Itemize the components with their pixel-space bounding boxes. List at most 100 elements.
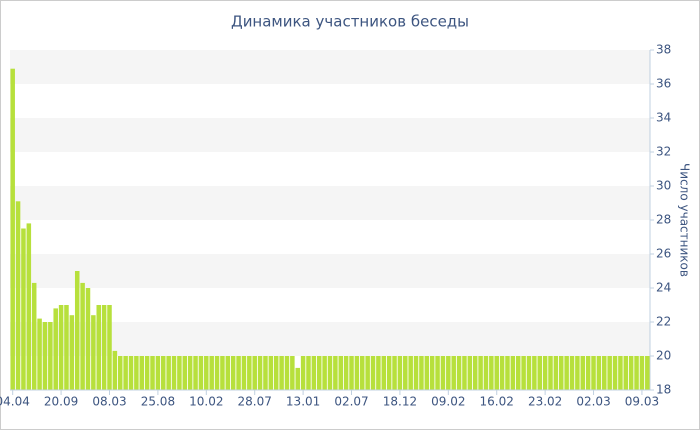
bar	[257, 356, 263, 390]
bar	[489, 356, 494, 390]
bar	[101, 305, 107, 390]
bar	[515, 356, 521, 390]
bar	[370, 356, 376, 390]
x-tick-label: 16.02	[480, 395, 514, 409]
bar	[580, 356, 586, 390]
bar	[37, 318, 42, 390]
bar	[628, 356, 634, 390]
bar	[182, 356, 188, 390]
grid-band	[10, 118, 650, 152]
bar	[300, 356, 306, 390]
bar	[623, 356, 629, 390]
bar	[139, 356, 145, 390]
bar	[327, 356, 333, 390]
bar	[26, 223, 32, 390]
bar	[607, 356, 612, 390]
bar	[521, 356, 526, 390]
bar	[564, 356, 569, 390]
bar	[171, 356, 177, 390]
bar	[161, 356, 166, 390]
bar	[123, 356, 128, 390]
bar	[408, 356, 413, 390]
bar	[575, 356, 580, 390]
bar	[166, 356, 171, 390]
bar	[193, 356, 198, 390]
x-tick-label: 02.07	[334, 395, 368, 409]
bar	[499, 356, 505, 390]
y-tick-label: 28	[656, 213, 671, 227]
bar	[451, 356, 456, 390]
y-tick-label: 30	[656, 179, 671, 193]
bar	[440, 356, 446, 390]
bar	[198, 356, 204, 390]
bar	[209, 356, 214, 390]
bar	[284, 356, 290, 390]
bar	[69, 315, 75, 390]
x-tick-label: 09.02	[431, 395, 465, 409]
bar	[247, 356, 252, 390]
y-tick-label: 32	[656, 145, 671, 159]
bar	[559, 356, 564, 390]
bar	[74, 271, 80, 390]
bar	[446, 356, 451, 390]
bar	[220, 356, 225, 390]
bar	[230, 356, 236, 390]
bar	[618, 356, 623, 390]
bar	[316, 356, 322, 390]
bar	[403, 356, 408, 390]
bar	[429, 356, 435, 390]
x-tick-label: 13.01	[286, 395, 320, 409]
bar	[279, 356, 284, 390]
bar	[96, 305, 101, 390]
bar	[365, 356, 370, 390]
bar	[376, 356, 381, 390]
bar	[478, 356, 483, 390]
bar	[306, 356, 311, 390]
bar	[639, 356, 645, 390]
bar	[397, 356, 403, 390]
bar	[91, 315, 96, 390]
bar	[360, 356, 365, 390]
y-axis-title: Число участников	[678, 163, 692, 277]
bar	[526, 356, 532, 390]
chart-title: Динамика участников беседы	[231, 13, 469, 31]
bar	[21, 228, 26, 390]
x-tick-label: 09.03	[625, 395, 659, 409]
bar	[634, 356, 639, 390]
bar	[204, 356, 209, 390]
bar	[150, 356, 155, 390]
bar	[58, 305, 64, 390]
x-tick-label: 18.12	[383, 395, 417, 409]
bar	[322, 356, 327, 390]
x-tick-label: 08.03	[92, 395, 126, 409]
x-tick-label: 04.04	[0, 395, 30, 409]
bar	[295, 367, 300, 390]
bar	[64, 305, 69, 390]
bar	[263, 356, 268, 390]
bar	[333, 356, 338, 390]
bar	[155, 356, 161, 390]
bar	[419, 356, 424, 390]
bar	[483, 356, 489, 390]
bar	[602, 356, 607, 390]
bar	[252, 356, 257, 390]
bar	[542, 356, 548, 390]
bar	[392, 356, 397, 390]
bar	[532, 356, 537, 390]
bar	[134, 356, 139, 390]
bar	[612, 356, 618, 390]
bar	[381, 356, 387, 390]
bar	[290, 356, 295, 390]
bar	[10, 68, 15, 390]
y-tick-label: 36	[656, 77, 671, 91]
grid-band	[10, 50, 650, 84]
grid-band	[10, 254, 650, 288]
bar	[214, 356, 220, 390]
bar	[144, 356, 150, 390]
bar	[338, 356, 344, 390]
bar	[112, 350, 118, 390]
bar	[467, 356, 473, 390]
bar	[354, 356, 360, 390]
y-tick-label: 26	[656, 247, 671, 261]
bar	[53, 308, 58, 390]
